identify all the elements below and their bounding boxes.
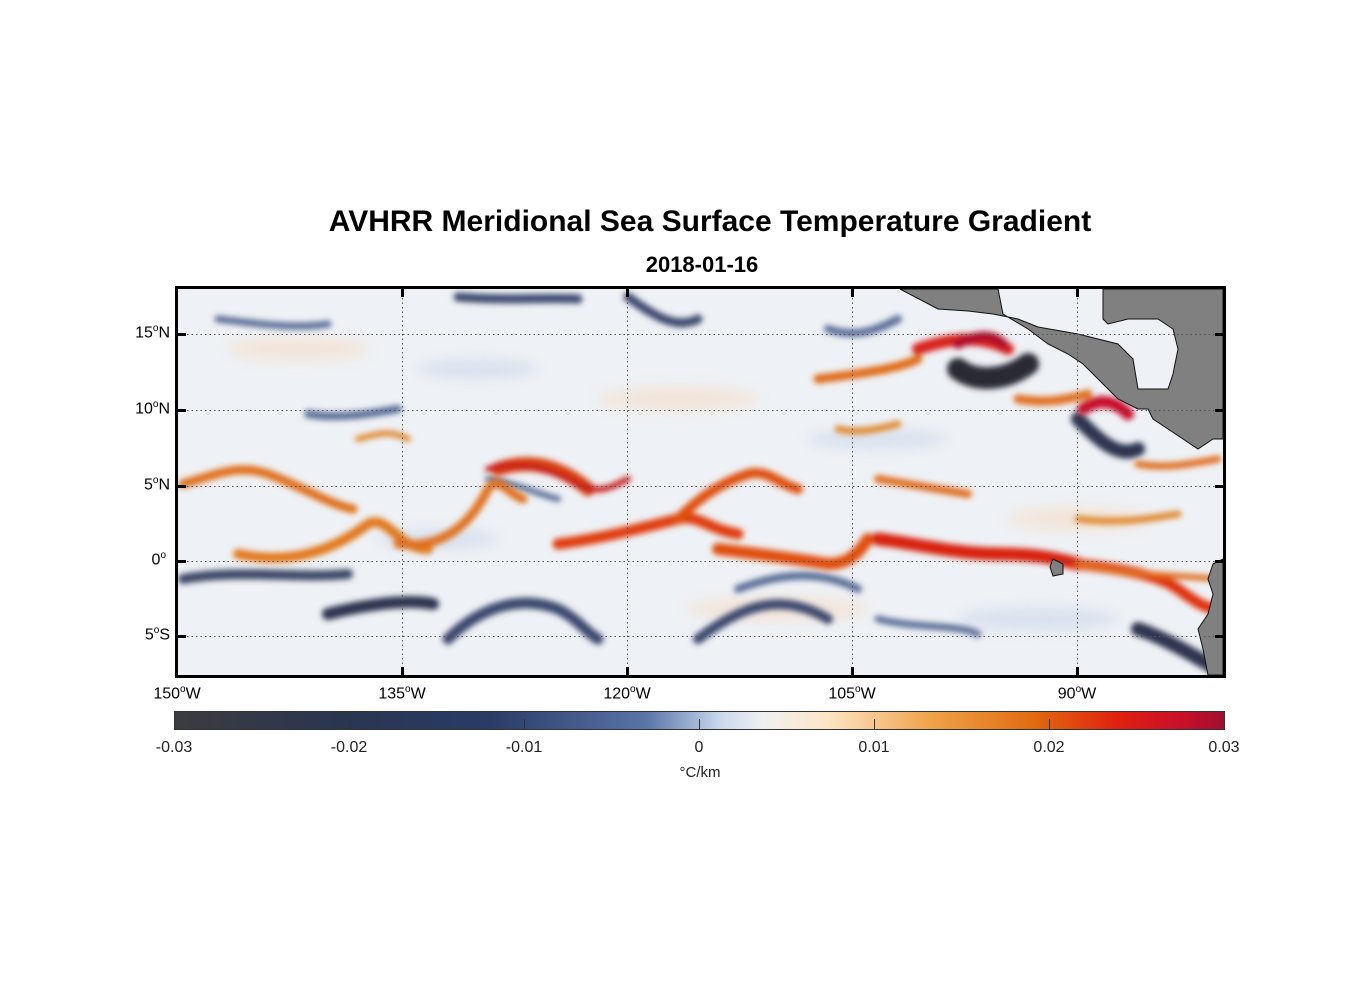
colorbar-tick (1049, 719, 1050, 730)
colorbar-unit: °C/km (679, 764, 721, 781)
colorbar-label: -0.01 (505, 739, 543, 756)
map-title: AVHRR Meridional Sea Surface Temperature… (328, 205, 1092, 238)
map-panel[interactable] (175, 286, 1226, 678)
colorbar-label: 0.01 (858, 739, 890, 756)
colorbar-tick (524, 719, 525, 730)
colorbar-label: -0.03 (155, 739, 193, 756)
colorbar-label: -0.02 (330, 739, 368, 756)
sst-gradient-field (178, 289, 1223, 675)
lon-label-105w: 105oW (828, 684, 876, 703)
lat-label-0: 0o (151, 550, 166, 569)
colorbar-tick (349, 719, 350, 730)
colorbar-label: 0 (694, 739, 704, 756)
land-galapagos (1049, 558, 1064, 577)
colorbar-label: 0.02 (1033, 739, 1065, 756)
lat-label-10n: 10oN (135, 399, 170, 418)
lon-label-150w: 150oW (153, 684, 201, 703)
lat-label-5s: 5oS (144, 625, 170, 644)
lon-label-90w: 90oW (1057, 684, 1097, 703)
lon-label-135w: 135oW (378, 684, 426, 703)
colorbar-tick (874, 719, 875, 730)
map-date: 2018-01-16 (645, 252, 759, 277)
lat-label-5n: 5oN (143, 475, 170, 494)
colorbar-tick (699, 719, 700, 730)
colorbar-label: 0.03 (1208, 739, 1240, 756)
lon-label-120w: 120oW (603, 684, 651, 703)
lat-label-15n: 15oN (135, 323, 170, 342)
land-south-america (1197, 558, 1223, 675)
